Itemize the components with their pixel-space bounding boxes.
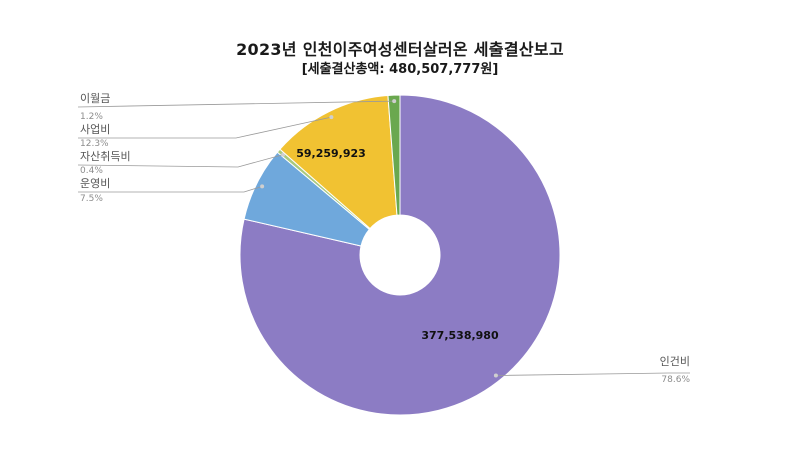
slice-percent-0: 78.6%	[661, 375, 690, 385]
pie-slice-3	[279, 94, 398, 230]
leader-dot-4	[392, 99, 397, 104]
leader-line-1	[78, 185, 263, 193]
slice-label-4: 이월금	[80, 92, 110, 105]
slice-percent-2: 0.4%	[80, 166, 103, 176]
slice-percent-4: 1.2%	[80, 112, 103, 122]
slice-label-2: 자산취득비	[80, 150, 131, 163]
leader-line-3	[78, 116, 332, 139]
leader-line-4	[77, 100, 395, 108]
slice-percent-1: 7.5%	[80, 194, 103, 204]
leader-dot-0	[493, 373, 498, 378]
leader-dot-1	[260, 184, 265, 189]
leader-line-2	[77, 154, 284, 168]
slice-label-3: 사업비	[80, 123, 110, 136]
slice-value-label-0: 377,538,980	[421, 329, 499, 342]
slice-label-1: 운영비	[80, 177, 110, 190]
slice-label-0: 인건비	[660, 355, 690, 368]
leader-dot-2	[281, 152, 286, 157]
chart-subtitle: [세출결산총액: 480,507,777원]	[301, 62, 499, 77]
slice-percent-3: 12.3%	[80, 139, 109, 149]
pie-slice-4	[387, 94, 401, 216]
chart-title: 2023년 인천이주여성센터살러온 세출결산보고	[236, 40, 564, 59]
pie-slice-0	[239, 94, 561, 416]
leader-line-0	[495, 372, 690, 376]
slice-value-label-3: 59,259,923	[296, 147, 366, 160]
leader-dot-3	[329, 115, 334, 120]
